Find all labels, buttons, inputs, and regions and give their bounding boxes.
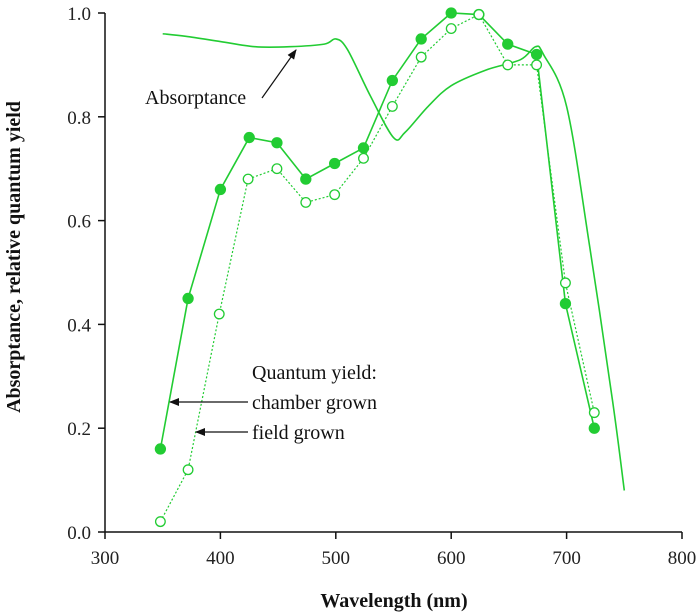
data-point-field-grown	[559, 277, 571, 289]
y-tick-label: 1.0	[67, 4, 91, 25]
data-point-field-grown	[154, 516, 166, 528]
y-tick-label: 0.0	[67, 523, 91, 544]
series-line-absorptance	[162, 32, 626, 491]
data-point-field-grown	[386, 100, 398, 112]
axes: 300 400 500 600 700 800 0.0 0.2 0.4 0.6 0.8 1.0	[67, 4, 696, 569]
y-tick-label: 0.4	[67, 315, 91, 336]
x-tick-label: 700	[552, 548, 581, 569]
series-chamber-grown	[154, 7, 600, 455]
field-grown-label: field grown	[252, 422, 345, 444]
data-point-field-grown	[473, 9, 485, 21]
absorptance-arrow	[261, 49, 297, 99]
quantum-yield-heading: Quantum yield:	[252, 362, 377, 384]
x-tick-label: 600	[437, 548, 466, 569]
y-tick-label: 0.8	[67, 108, 91, 129]
data-point-field-grown	[242, 173, 254, 185]
data-point-field-grown	[271, 163, 283, 175]
data-point-field-grown	[531, 59, 543, 71]
y-tick-label: 0.6	[67, 212, 91, 233]
data-point-field-grown	[415, 51, 427, 63]
y-axis-title: Absorptance, relative quantum yield	[3, 101, 25, 413]
data-point-chamber-grown	[154, 443, 167, 455]
data-point-field-grown	[329, 189, 341, 201]
data-point-chamber-grown	[530, 48, 543, 61]
data-point-chamber-grown	[386, 74, 398, 87]
data-point-field-grown	[445, 23, 457, 35]
data-point-chamber-grown	[445, 7, 457, 19]
series-field-grown	[154, 9, 600, 528]
data-point-chamber-grown	[415, 33, 427, 45]
data-point-chamber-grown	[271, 137, 283, 149]
data-point-field-grown	[213, 308, 225, 320]
series-line-field-grown	[159, 13, 595, 522]
data-point-chamber-grown	[182, 292, 194, 305]
annotation-layer: Absorptance Quantum yield: chamber grown…	[145, 49, 377, 444]
data-point-field-grown	[358, 152, 369, 164]
series-layer	[154, 7, 626, 528]
data-point-chamber-grown	[214, 183, 227, 196]
data-point-chamber-grown	[559, 297, 572, 310]
x-tick-label: 400	[206, 548, 235, 569]
x-tick-label: 500	[322, 548, 351, 569]
absorptance-label: Absorptance	[145, 87, 246, 109]
data-point-chamber-grown	[588, 422, 600, 434]
data-point-chamber-grown	[357, 142, 370, 154]
x-axis-title: Wavelength (nm)	[320, 590, 467, 612]
data-point-chamber-grown	[502, 38, 514, 50]
x-tick-label: 300	[91, 548, 120, 569]
data-point-field-grown	[182, 464, 194, 476]
data-point-field-grown	[588, 407, 600, 419]
data-point-field-grown	[300, 196, 312, 208]
chamber-grown-label: chamber grown	[252, 392, 377, 414]
data-point-field-grown	[502, 59, 514, 71]
series-line-chamber-grown	[159, 12, 596, 450]
y-tick-label: 0.2	[67, 419, 91, 440]
data-point-chamber-grown	[300, 173, 312, 185]
series-absorptance	[162, 32, 626, 491]
data-point-chamber-grown	[243, 131, 255, 144]
data-point-chamber-grown	[328, 157, 341, 170]
x-tick-label: 800	[668, 548, 697, 569]
